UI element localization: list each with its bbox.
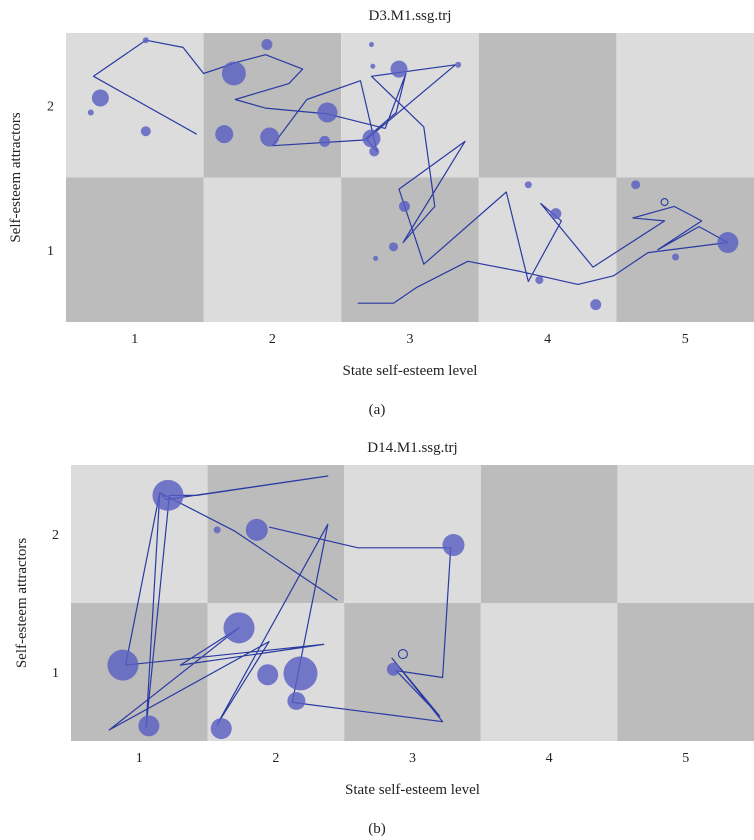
x-tick-label: 1 <box>136 751 143 766</box>
data-point <box>152 479 184 511</box>
chart-title: D14.M1.ssg.trj <box>367 440 457 456</box>
data-point <box>319 135 331 147</box>
data-point <box>368 42 374 48</box>
data-point <box>386 662 400 676</box>
data-point <box>223 612 255 644</box>
data-point <box>87 109 94 116</box>
x-tick-label: 5 <box>682 751 689 766</box>
y-tick-label: 2 <box>47 99 54 114</box>
data-point <box>215 125 234 144</box>
data-point <box>672 253 680 261</box>
data-point <box>245 518 268 541</box>
y-axis-label: Self-esteem attractors <box>14 538 30 669</box>
x-tick-label: 3 <box>409 751 416 766</box>
data-point <box>369 146 380 157</box>
x-tick-label: 3 <box>407 332 414 347</box>
data-point <box>261 39 273 51</box>
data-point <box>107 649 139 681</box>
data-point <box>210 718 232 740</box>
grid-cell <box>344 465 481 603</box>
grid-cell <box>344 603 481 741</box>
data-point <box>631 180 641 190</box>
x-axis-label: State self-esteem level <box>343 363 478 379</box>
trajectory-line <box>108 475 452 731</box>
x-tick-label: 2 <box>272 751 279 766</box>
grid-cell <box>341 33 479 178</box>
x-tick-label: 4 <box>544 332 551 347</box>
data-point <box>138 715 160 737</box>
grid-cell <box>480 465 618 603</box>
data-point <box>362 129 381 148</box>
chart-panel-b: D14.M1.ssg.trj 1 2 3 4 5 1 2 State self-esteem l… <box>14 440 754 837</box>
chart-title: D3.M1.ssg.trj <box>369 8 452 24</box>
y-tick-label: 1 <box>52 666 59 681</box>
data-point <box>535 276 544 285</box>
grid-cell <box>203 177 342 322</box>
y-axis-label: Self-esteem attractors <box>8 112 24 243</box>
data-point <box>142 37 149 44</box>
grid-cell <box>616 33 754 178</box>
data-point <box>260 127 280 147</box>
grid-cell <box>66 177 204 322</box>
data-point <box>524 181 532 189</box>
data-point <box>221 61 246 86</box>
data-point <box>550 208 562 220</box>
figure-caption: (a) <box>369 402 386 418</box>
y-tick-label: 2 <box>52 528 59 543</box>
data-point <box>283 656 318 691</box>
grid-cell <box>66 33 204 178</box>
data-point <box>91 89 109 107</box>
data-point <box>388 242 398 252</box>
data-point <box>257 664 279 686</box>
grid-cell <box>478 33 617 178</box>
data-point <box>390 60 408 78</box>
data-point <box>455 61 462 68</box>
data-point <box>317 102 338 123</box>
data-point <box>370 63 376 69</box>
grid-cell <box>617 465 754 603</box>
data-point <box>397 649 408 660</box>
data-point <box>660 198 669 207</box>
data-point <box>717 232 739 254</box>
x-tick-label: 1 <box>131 332 138 347</box>
chart-panel-a: D3.M1.ssg.trj 1 2 3 4 5 1 2 State self-esteem le… <box>8 8 754 418</box>
data-point <box>398 200 410 212</box>
y-tick-label: 1 <box>47 244 54 259</box>
data-point <box>287 691 306 710</box>
figure-caption: (b) <box>368 821 386 837</box>
grid-cell <box>341 177 479 322</box>
data-point <box>213 526 221 534</box>
grid-cell <box>480 603 618 741</box>
grid-cell <box>478 177 617 322</box>
grid-cell <box>71 465 208 603</box>
x-tick-label: 4 <box>546 751 553 766</box>
data-point <box>140 126 151 137</box>
grid-cell <box>207 465 345 603</box>
x-tick-label: 2 <box>269 332 276 347</box>
grid-cell <box>617 603 754 741</box>
data-point <box>373 255 379 261</box>
x-axis-label: State self-esteem level <box>345 782 480 798</box>
x-tick-label: 5 <box>682 332 689 347</box>
data-point <box>442 534 465 557</box>
data-point <box>590 299 602 311</box>
grid-cell <box>71 603 208 741</box>
